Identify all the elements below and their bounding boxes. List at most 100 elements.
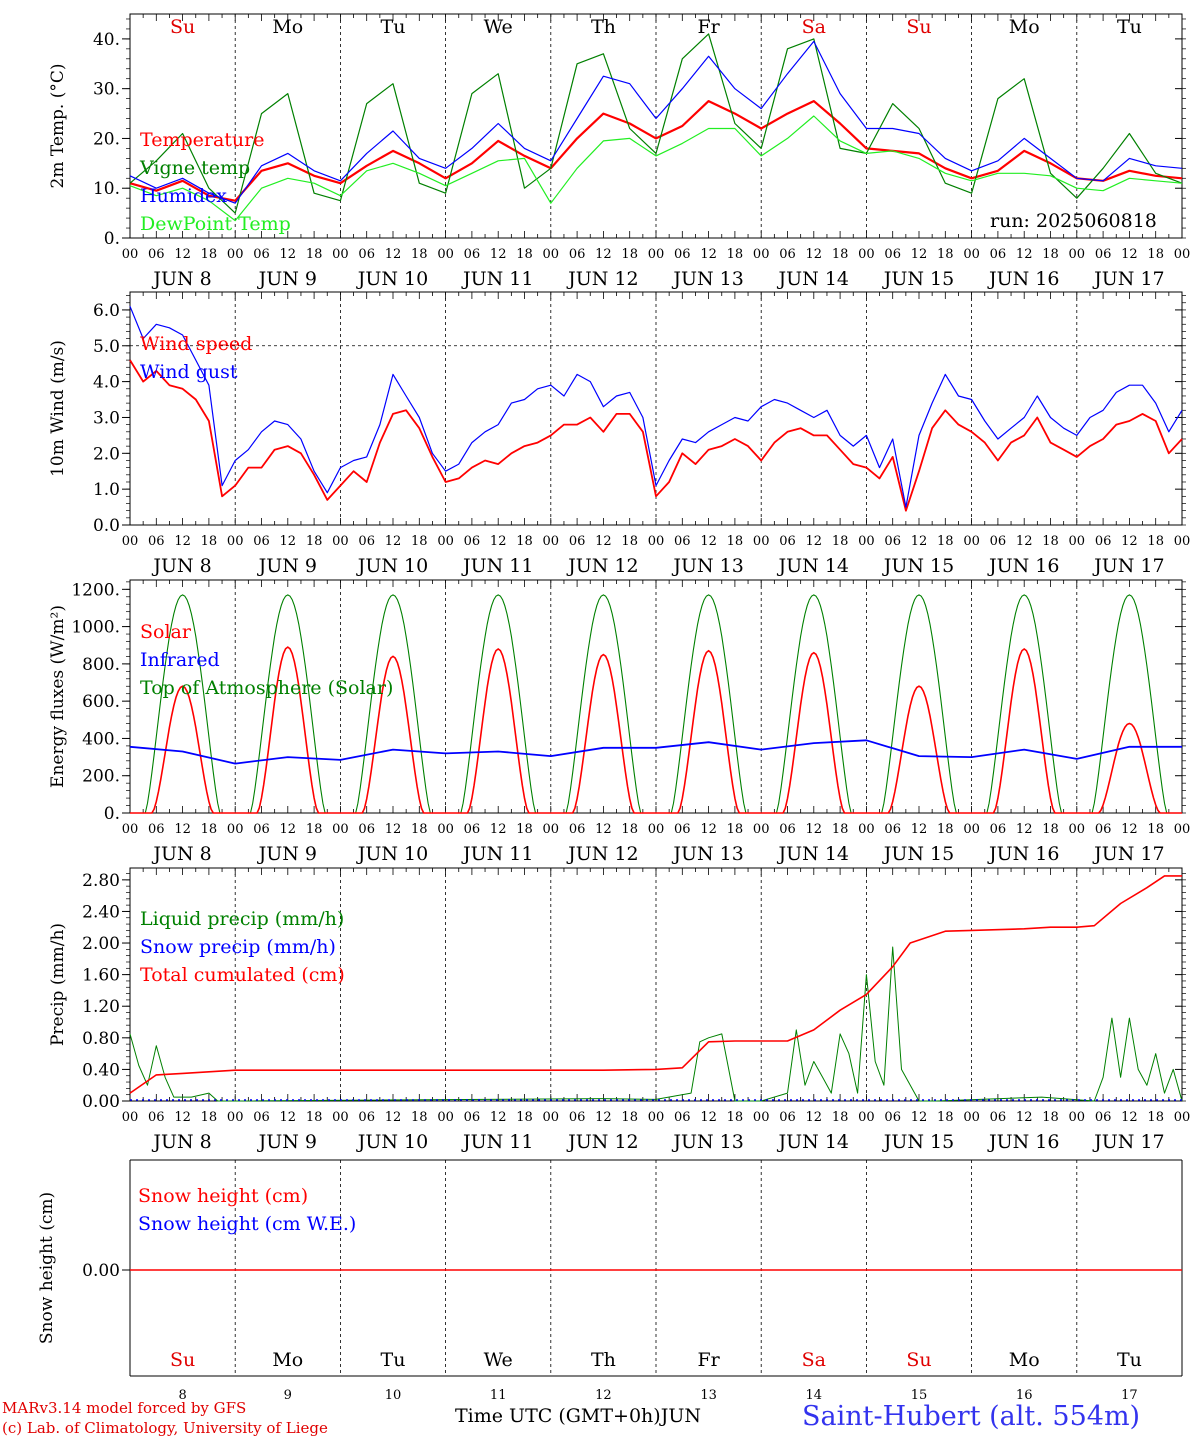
hour-tick-label: 00: [543, 247, 560, 262]
hour-tick-label: 06: [990, 247, 1007, 262]
hour-tick-label: 00: [122, 822, 139, 837]
day-number-label: 16: [1016, 1388, 1033, 1403]
hour-tick-label: 00: [963, 1110, 980, 1125]
hour-tick-label: 18: [937, 247, 954, 262]
hour-tick-label: 12: [490, 247, 507, 262]
y-tick-label: 0.80: [82, 1029, 120, 1049]
day-label: JUN 15: [882, 555, 954, 577]
day-label: JUN 14: [777, 555, 849, 577]
hour-tick-label: 06: [990, 1110, 1007, 1125]
hour-tick-label: 12: [490, 534, 507, 549]
weekday-label: Mo: [1009, 16, 1040, 38]
hour-tick-label: 06: [358, 534, 375, 549]
hour-tick-label: 00: [1174, 247, 1191, 262]
day-label: JUN 10: [356, 843, 428, 865]
weekday-label: Mo: [272, 16, 303, 38]
hour-tick-label: 18: [1147, 534, 1164, 549]
hour-tick-label: 06: [464, 822, 481, 837]
y-tick-label: 0.00: [82, 1261, 120, 1281]
hour-tick-label: 18: [306, 822, 323, 837]
hour-tick-label: 18: [411, 822, 428, 837]
hour-tick-label: 00: [1069, 534, 1086, 549]
y-tick-label: 400.: [82, 729, 120, 749]
day-label: JUN 10: [356, 555, 428, 577]
hour-tick-label: 18: [201, 822, 218, 837]
hour-tick-label: 18: [621, 822, 638, 837]
series-toa-solar: [550, 594, 656, 814]
hour-tick-label: 06: [358, 822, 375, 837]
day-label: JUN 15: [882, 843, 954, 865]
y-tick-label: 1.0: [93, 480, 120, 500]
y-axis-label: 2m Temp. (°C): [48, 63, 68, 188]
hour-tick-label: 12: [280, 822, 297, 837]
hour-tick-label: 18: [937, 822, 954, 837]
hour-tick-label: 06: [779, 247, 796, 262]
day-label: JUN 11: [461, 1131, 533, 1153]
x-axis-title: Time UTC (GMT+0h): [455, 1405, 661, 1427]
hour-tick-label: 06: [674, 247, 691, 262]
hour-tick-label: 00: [1174, 1110, 1191, 1125]
hour-tick-label: 18: [306, 247, 323, 262]
hour-tick-label: 06: [1095, 247, 1112, 262]
hour-tick-label: 12: [490, 1110, 507, 1125]
hour-tick-label: 18: [1147, 1110, 1164, 1125]
series-solar: [971, 648, 1077, 814]
hour-tick-label: 06: [358, 1110, 375, 1125]
hour-tick-label: 12: [385, 247, 402, 262]
hour-tick-label: 12: [1121, 247, 1138, 262]
y-tick-label: 1.20: [82, 997, 120, 1017]
hour-tick-label: 06: [990, 822, 1007, 837]
hour-tick-label: 06: [569, 534, 586, 549]
day-label: JUN 11: [461, 555, 533, 577]
series-solar: [130, 685, 236, 814]
hour-tick-label: 18: [727, 247, 744, 262]
hour-tick-label: 06: [358, 247, 375, 262]
hour-tick-label: 12: [174, 247, 191, 262]
weekday-label-bottom: Tu: [381, 1349, 406, 1371]
hour-tick-label: 18: [516, 822, 533, 837]
hour-tick-label: 12: [385, 1110, 402, 1125]
y-tick-label: 1.60: [82, 966, 120, 986]
series-toa-solar: [866, 594, 972, 814]
day-number-label: 14: [806, 1388, 823, 1403]
series-solar: [866, 685, 972, 814]
day-label: JUN 10: [356, 1131, 428, 1153]
hour-tick-label: 12: [806, 1110, 823, 1125]
hour-tick-label: 18: [621, 1110, 638, 1125]
y-axis-label: Snow height (cm): [37, 1192, 57, 1344]
hour-tick-label: 06: [464, 534, 481, 549]
hour-tick-label: 06: [884, 247, 901, 262]
y-tick-label: 800.: [82, 655, 120, 675]
hour-tick-label: 18: [411, 534, 428, 549]
y-tick-label: 0.00: [82, 1092, 120, 1112]
hour-tick-label: 12: [490, 822, 507, 837]
series-toa-solar: [1076, 594, 1182, 814]
hour-tick-label: 06: [148, 247, 165, 262]
y-axis-label: 10m Wind (m/s): [48, 340, 68, 477]
y-tick-label: 0.: [104, 229, 120, 249]
hour-tick-label: 12: [595, 1110, 612, 1125]
hour-tick-label: 00: [753, 1110, 770, 1125]
day-label: JUN 13: [671, 1131, 743, 1153]
day-label: JUN 8: [151, 268, 211, 290]
hour-tick-label: 06: [253, 247, 270, 262]
weekday-label-bottom: Tu: [1117, 1349, 1142, 1371]
legend-total-cumulated: Total cumulated (cm): [140, 964, 345, 986]
footer-credit-2: (c) Lab. of Climatology, University of L…: [2, 1419, 328, 1437]
weekday-label-bottom: Mo: [272, 1349, 303, 1371]
hour-tick-label: 00: [1069, 822, 1086, 837]
hour-tick-label: 06: [1095, 534, 1112, 549]
hour-tick-label: 00: [1069, 247, 1086, 262]
hour-tick-label: 18: [832, 534, 849, 549]
hour-tick-label: 12: [700, 534, 717, 549]
hour-tick-label: 00: [227, 534, 244, 549]
hour-tick-label: 12: [595, 534, 612, 549]
hour-tick-label: 00: [963, 534, 980, 549]
legend-wind-speed: Wind speed: [140, 333, 253, 355]
series-solar: [761, 651, 867, 814]
weekday-label: Th: [591, 16, 616, 38]
hour-tick-label: 00: [227, 1110, 244, 1125]
day-label: JUN 17: [1092, 843, 1164, 865]
y-tick-label: 0.: [104, 804, 120, 824]
